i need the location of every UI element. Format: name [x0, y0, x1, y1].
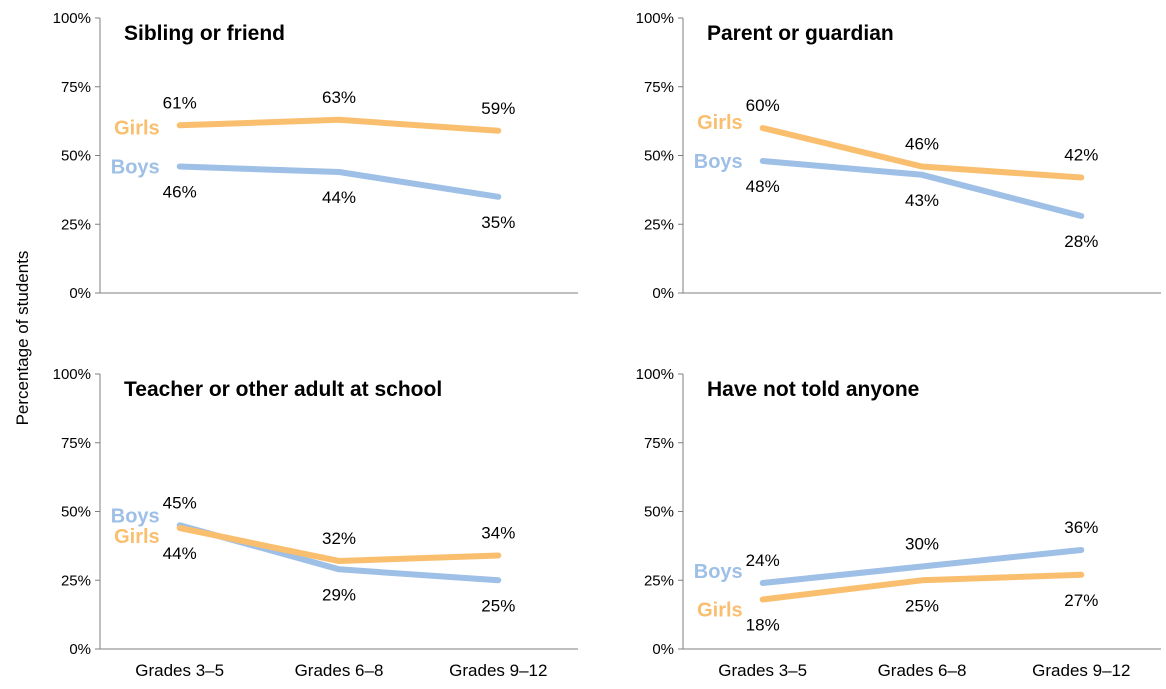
series-line-girls — [176, 525, 502, 564]
panel-title: Parent or guardian — [707, 22, 894, 45]
y-tick-label: 100% — [636, 366, 674, 383]
series-label-boys: Boys — [694, 151, 743, 173]
y-tick-label: 0% — [69, 285, 91, 302]
data-label: 46% — [905, 135, 939, 154]
y-tick-label: 25% — [61, 572, 91, 589]
x-tick-label: Grades 6–8 — [295, 661, 384, 680]
x-tick-label: Grades 9–12 — [449, 661, 547, 680]
data-label: 45% — [163, 493, 197, 512]
data-label: 44% — [163, 544, 197, 563]
data-label: 28% — [1064, 232, 1098, 251]
data-label: 24% — [746, 551, 780, 570]
x-tick-label: Grades 9–12 — [1032, 661, 1130, 680]
series-label-girls: Girls — [114, 117, 160, 139]
x-tick-label: Grades 3–5 — [718, 661, 807, 680]
series-line-boys — [176, 163, 502, 200]
x-tick-label: Grades 3–5 — [135, 661, 224, 680]
series-label-girls: Girls — [697, 112, 743, 134]
data-label: 44% — [322, 188, 356, 207]
x-tick-label: Grades 6–8 — [878, 661, 967, 680]
y-tick-label: 25% — [61, 216, 91, 233]
data-label: 59% — [481, 99, 515, 118]
y-tick-label: 25% — [644, 216, 674, 233]
data-label: 61% — [163, 93, 197, 112]
data-label: 29% — [322, 585, 356, 604]
series-line-girls — [759, 571, 1085, 603]
y-tick-label: 50% — [644, 148, 674, 165]
y-tick-label: 50% — [61, 504, 91, 521]
data-label: 25% — [481, 596, 515, 615]
y-tick-label: 0% — [69, 641, 91, 658]
series-label-boys: Boys — [111, 505, 160, 527]
data-label: 36% — [1064, 518, 1098, 537]
y-tick-label: 50% — [61, 148, 91, 165]
y-tick-label: 50% — [644, 504, 674, 521]
data-label: 63% — [322, 88, 356, 107]
data-label: 34% — [481, 524, 515, 543]
panel-title: Sibling or friend — [124, 22, 285, 45]
data-label: 30% — [905, 535, 939, 554]
data-label: 48% — [746, 177, 780, 196]
series-line-girls — [176, 116, 502, 134]
data-label: 32% — [322, 529, 356, 548]
panel-title: Teacher or other adult at school — [124, 378, 442, 401]
y-tick-label: 25% — [644, 572, 674, 589]
y-tick-label: 0% — [652, 641, 674, 658]
series-label-boys: Boys — [694, 561, 743, 583]
panel-title: Have not told anyone — [707, 378, 919, 401]
y-tick-label: 75% — [644, 79, 674, 96]
data-label: 43% — [905, 191, 939, 210]
y-tick-label: 75% — [644, 435, 674, 452]
y-tick-label: 100% — [53, 10, 91, 27]
series-label-girls: Girls — [697, 600, 743, 622]
y-tick-label: 0% — [652, 285, 674, 302]
series-label-girls: Girls — [114, 526, 160, 548]
y-tick-label: 75% — [61, 79, 91, 96]
data-label: 18% — [746, 616, 780, 635]
series-label-boys: Boys — [111, 157, 160, 179]
data-label: 25% — [905, 596, 939, 615]
y-tick-label: 100% — [636, 10, 674, 27]
data-label: 60% — [746, 96, 780, 115]
y-axis-title: Percentage of students — [13, 251, 32, 426]
series-line-girls — [759, 125, 1085, 181]
y-tick-label: 75% — [61, 435, 91, 452]
y-tick-label: 100% — [53, 366, 91, 383]
data-label: 46% — [163, 183, 197, 202]
data-label: 35% — [481, 213, 515, 232]
data-label: 27% — [1064, 591, 1098, 610]
data-label: 42% — [1064, 146, 1098, 165]
series-line-boys — [759, 158, 1085, 219]
series-line-boys — [759, 547, 1085, 586]
